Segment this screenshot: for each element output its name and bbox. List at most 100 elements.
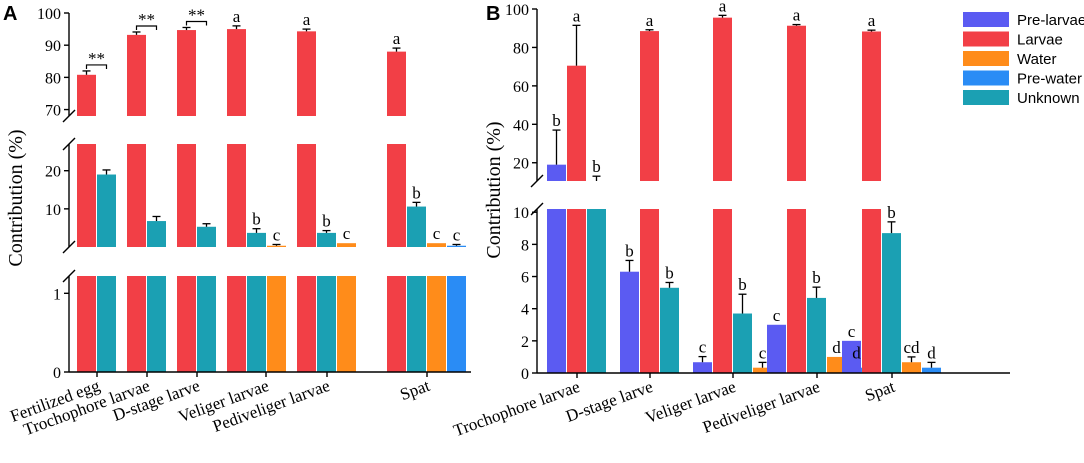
- bar-water-veliger-larvae: [267, 245, 286, 247]
- significance-label-water-spat: c: [433, 224, 441, 243]
- bar-water-spat: [427, 243, 446, 247]
- significance-label-larvae-spat: a: [868, 11, 876, 30]
- axis-break-mark: [62, 269, 76, 283]
- significance-label-pre-water-pediveliger-larvae: d: [852, 343, 861, 362]
- y-tick-label: 8: [521, 237, 529, 254]
- bar-unknown-trochophore-larvae: [147, 221, 166, 247]
- significance-label-unknown-veliger-larvae: b: [738, 275, 747, 294]
- significance-label-pre-larvae-d-stage-larve: b: [625, 241, 634, 260]
- bar-water-pediveliger-larvae: [337, 276, 356, 372]
- axis-break-mark: [530, 174, 544, 188]
- bar-larvae-trochophore-larvae: [127, 34, 146, 117]
- legend-label-larvae: Larvae: [1017, 32, 1063, 49]
- bar-unknown-fertilized-egg: [97, 174, 116, 247]
- significance-bracket-d-stage-larve: [185, 20, 208, 26]
- legend-label-pre-water: Pre-water: [1017, 71, 1082, 88]
- bar-larvae-fertilized-egg: [77, 144, 96, 247]
- significance-label-unknown-pediveliger-larvae: b: [812, 268, 821, 287]
- bar-water-spat: [902, 362, 921, 373]
- bar-pre-water-spat: [922, 367, 941, 373]
- bar-unknown-veliger-larvae: [247, 232, 266, 247]
- bar-unknown-trochophore-larvae: [587, 209, 606, 373]
- bar-larvae-trochophore-larvae: [567, 209, 586, 373]
- bar-larvae-fertilized-egg: [77, 74, 96, 116]
- bar-unknown-pediveliger-larvae: [807, 297, 826, 373]
- bar-pre-larvae-d-stage-larve: [620, 271, 639, 373]
- significance-label-unknown-trochophore-larvae: b: [592, 157, 601, 176]
- bar-larvae-spat: [387, 51, 406, 116]
- bar-larvae-pediveliger-larvae: [787, 209, 806, 373]
- bar-unknown-pediveliger-larvae: [317, 276, 336, 372]
- bar-unknown-spat: [407, 276, 426, 372]
- bar-larvae-d-stage-larve: [177, 144, 196, 247]
- bar-water-pediveliger-larvae: [337, 243, 356, 247]
- y-tick-label: 100: [37, 6, 61, 23]
- bar-unknown-trochophore-larvae: [147, 276, 166, 372]
- bar-pre-water-spat: [447, 245, 466, 247]
- significance-label-water-veliger-larvae: c: [759, 343, 767, 362]
- y-tick-label: 10: [513, 205, 529, 222]
- y-tick-label: 0: [521, 366, 529, 383]
- bar-pre-larvae-spat: [842, 340, 861, 373]
- y-tick-label: 60: [513, 79, 529, 96]
- legend-swatch-pre-larvae: [963, 12, 1009, 27]
- bar-larvae-veliger-larvae: [713, 209, 732, 373]
- bar-water-veliger-larvae: [753, 367, 772, 373]
- axis-break-mark: [62, 240, 76, 254]
- y-tick-label: 0: [53, 365, 61, 382]
- axis-break-mark: [530, 202, 544, 216]
- legend-swatch-pre-water: [963, 70, 1009, 86]
- significance-label-water-pediveliger-larvae: d: [832, 338, 841, 357]
- significance-label-pre-larvae-pediveliger-larvae: c: [773, 306, 781, 325]
- significance-label-larvae-d-stage-larve: a: [646, 11, 654, 30]
- significance-label-water-veliger-larvae: c: [273, 225, 281, 244]
- bar-unknown-veliger-larvae: [733, 313, 752, 373]
- significance-label-larvae-spat: a: [393, 29, 401, 48]
- significance-label-larvae-veliger-larvae: a: [233, 7, 241, 26]
- bar-larvae-trochophore-larvae: [127, 276, 146, 372]
- significance-label-pre-water-spat: c: [453, 225, 461, 244]
- y-tick-label: 6: [521, 270, 529, 287]
- bar-larvae-trochophore-larvae: [127, 144, 146, 247]
- bar-water-pediveliger-larvae: [827, 356, 846, 373]
- bar-larvae-d-stage-larve: [177, 30, 196, 117]
- y-axis-title: Contribution (%): [483, 121, 505, 258]
- bar-larvae-veliger-larvae: [713, 17, 732, 182]
- axis-break-mark: [62, 109, 76, 123]
- significance-label-unknown-d-stage-larve: b: [665, 263, 674, 282]
- legend-label-pre-larvae: Pre-larvae: [1017, 12, 1084, 29]
- bar-larvae-d-stage-larve: [177, 276, 196, 372]
- bar-unknown-d-stage-larve: [660, 287, 679, 373]
- bar-larvae-spat: [862, 31, 881, 181]
- y-tick-label: 2: [521, 334, 529, 351]
- legend-swatch-larvae: [963, 31, 1009, 47]
- bar-larvae-trochophore-larvae: [567, 65, 586, 181]
- bar-larvae-d-stage-larve: [640, 31, 659, 182]
- bar-water-veliger-larvae: [267, 276, 286, 372]
- bar-water-spat: [427, 276, 446, 372]
- panel-b-letter: B: [486, 3, 500, 25]
- y-tick-label: 90: [45, 38, 61, 55]
- bar-larvae-veliger-larvae: [227, 276, 246, 372]
- significance-bracket-fertilized-egg: [85, 64, 108, 69]
- y-tick-label: 100: [505, 2, 529, 19]
- significance-label-unknown-spat: b: [412, 183, 421, 202]
- significance-label-pre-larvae-veliger-larvae: c: [699, 338, 707, 357]
- significance-label-d-stage-larve: **: [188, 5, 205, 24]
- significance-label-pre-larvae-trochophore-larvae: b: [552, 111, 561, 130]
- y-axis-title: Contribution (%): [5, 129, 27, 266]
- legend-swatch-unknown: [963, 90, 1009, 105]
- bar-larvae-spat: [387, 276, 406, 372]
- legend-label-unknown: Unknown: [1017, 90, 1080, 107]
- significance-label-water-pediveliger-larvae: c: [343, 224, 351, 243]
- significance-label-fertilized-egg: **: [88, 49, 105, 68]
- panel-a-letter: A: [3, 3, 17, 25]
- significance-label-trochophore-larvae: **: [138, 10, 155, 29]
- bar-unknown-d-stage-larve: [197, 276, 216, 372]
- significance-label-larvae-trochophore-larvae: a: [573, 6, 581, 25]
- y-tick-label: 10: [45, 202, 61, 219]
- y-tick-label: 80: [45, 70, 61, 87]
- bar-larvae-pediveliger-larvae: [787, 25, 806, 181]
